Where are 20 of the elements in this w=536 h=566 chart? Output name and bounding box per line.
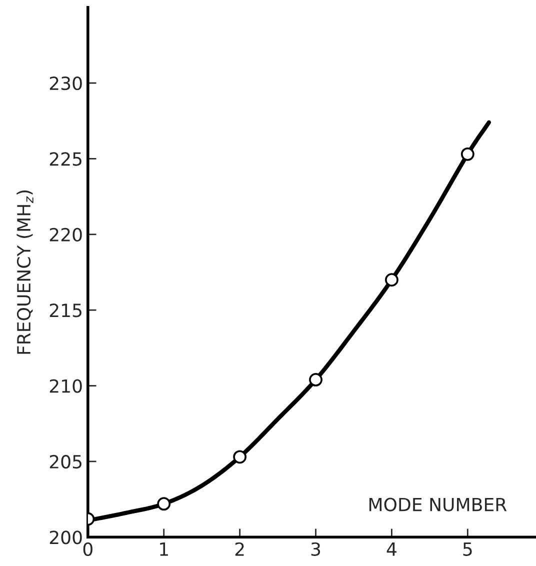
x-tick-label: 4 <box>386 542 396 556</box>
point <box>309 373 322 386</box>
x-tick-label: 0 <box>83 542 92 556</box>
x-axis-title: MODE NUMBER <box>369 498 507 512</box>
y-axis-title: FREQUENCY (MH$_{z}$) <box>16 190 34 354</box>
y-tick-label: 225 <box>50 152 82 166</box>
point <box>460 147 474 161</box>
y-tick-label: 210 <box>50 379 82 393</box>
point <box>384 273 398 287</box>
point <box>157 497 171 511</box>
y-tick-label: 215 <box>50 304 82 318</box>
x-tick-label: 1 <box>160 542 168 556</box>
y-tick-label: 220 <box>50 228 82 242</box>
y-tick-label: 205 <box>50 454 82 469</box>
x-tick-label: 5 <box>463 542 472 556</box>
point <box>233 450 247 464</box>
x-tick-label: 3 <box>311 542 320 556</box>
y-tick-label: 230 <box>50 76 82 90</box>
x-tick-label: 2 <box>235 542 244 556</box>
y-tick-label: 200 <box>50 530 82 544</box>
